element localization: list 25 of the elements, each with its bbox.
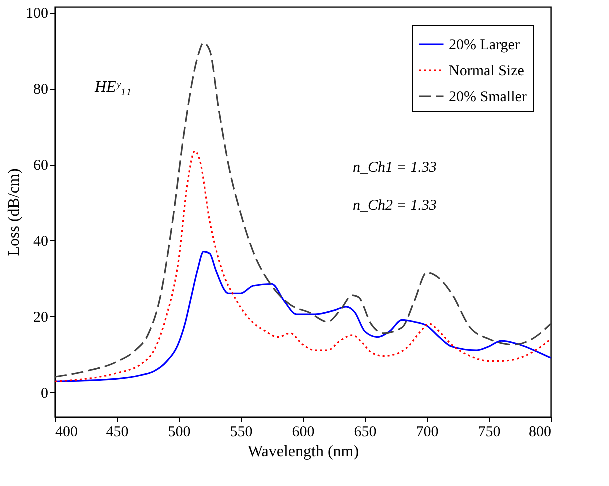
annotation: n_Ch2 = 1.33 bbox=[353, 198, 437, 214]
x-tick-label: 450 bbox=[106, 424, 129, 440]
line-series bbox=[54, 251, 552, 382]
x-tick-label: 700 bbox=[416, 424, 439, 440]
line-series bbox=[54, 150, 552, 382]
x-tick-label: 600 bbox=[292, 424, 315, 440]
annotation: n_Ch1 = 1.33 bbox=[353, 160, 437, 176]
x-tick-label: 400 bbox=[56, 424, 78, 440]
legend-label: 20% Larger bbox=[449, 38, 520, 54]
y-tick-label: 20 bbox=[34, 310, 48, 326]
legend-label: 20% Smaller bbox=[449, 90, 527, 106]
x-tick-label: 750 bbox=[478, 424, 501, 440]
x-tick-label: 500 bbox=[168, 424, 191, 440]
x-tick-label: 800 bbox=[529, 424, 552, 440]
y-tick-label: 80 bbox=[34, 82, 48, 98]
y-tick-label: 40 bbox=[34, 234, 48, 250]
legend-label: Normal Size bbox=[449, 64, 525, 80]
y-tick-label: 100 bbox=[26, 6, 48, 22]
y-axis-title: Loss (dB/cm) bbox=[6, 168, 23, 256]
y-tick-label: 60 bbox=[34, 158, 48, 174]
x-tick-label: 550 bbox=[230, 424, 253, 440]
x-axis-title: Wavelength (nm) bbox=[248, 444, 360, 460]
y-tick-label: 0 bbox=[41, 386, 48, 402]
annotation: HEʸ₁₁ bbox=[94, 79, 132, 96]
x-tick-label: 650 bbox=[354, 424, 377, 440]
